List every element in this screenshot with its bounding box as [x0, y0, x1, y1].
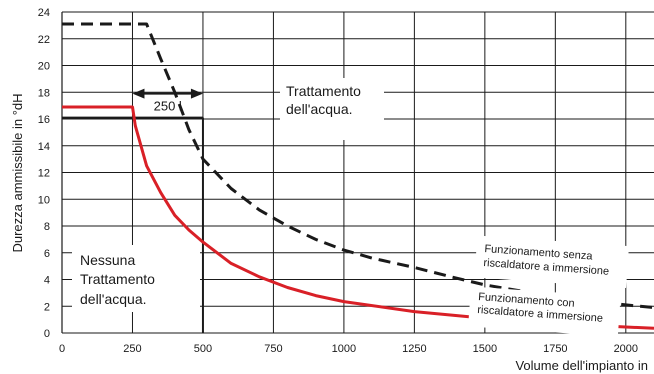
- curve-label-without-backdrop: [474, 235, 629, 288]
- dimension-arrow-left: [132, 88, 145, 99]
- y-tick-label: 20: [38, 61, 50, 73]
- curve-label-without-heater: Funzionamento senza riscaldatore a immer…: [474, 235, 629, 288]
- x-tick-label: 1500: [473, 343, 497, 355]
- dimension-arrow-right: [190, 88, 203, 99]
- y-tick-label: 16: [38, 114, 50, 126]
- y-tick-label: 24: [38, 7, 50, 19]
- no-treatment-label-backdrop: [72, 245, 200, 312]
- y-tick-label: 10: [38, 194, 50, 206]
- treatment-label-line-2: dell'acqua.: [286, 101, 353, 117]
- x-tick-label: 2000: [614, 343, 638, 355]
- x-tick-label: 1000: [332, 343, 356, 355]
- x-tick-label: 1250: [402, 343, 426, 355]
- y-tick-label: 2: [44, 301, 50, 313]
- x-tick-label: 500: [194, 343, 212, 355]
- series-line-0: [62, 22, 654, 310]
- x-tick-label: 1750: [543, 343, 567, 355]
- y-tick-label: 6: [44, 248, 50, 260]
- y-tick-label: 14: [38, 141, 50, 153]
- annotation-layer: Trattamento dell'acqua. Nessuna Trattame…: [72, 78, 629, 337]
- y-axis-label: Durezza ammissibile in °dH: [10, 93, 25, 252]
- curve-label-with-heater: Funzionamento con riscaldatore a immersi…: [468, 286, 621, 337]
- y-tick-label: 0: [44, 328, 50, 340]
- axes: Durezza ammissibile in °dH Volume dell'i…: [10, 7, 648, 373]
- dimension-label: 250 l: [154, 99, 182, 114]
- y-tick-label: 22: [38, 34, 50, 46]
- y-tick-label: 18: [38, 87, 50, 99]
- dimension-annotation: 250 l: [132, 88, 203, 114]
- no-treatment-label-line-2: Trattamento: [80, 271, 155, 287]
- y-tick-label: 4: [44, 275, 50, 287]
- no-treatment-label-line-1: Nessuna: [80, 252, 135, 268]
- treatment-label-line-1: Trattamento: [286, 83, 361, 99]
- y-tick-label: 8: [44, 221, 50, 233]
- x-axis-label: Volume dell'impianto in: [515, 358, 648, 373]
- x-tick-label: 250: [123, 343, 141, 355]
- y-tick-label: 12: [38, 168, 50, 180]
- x-tick-label: 0: [59, 343, 65, 355]
- curve-label-with-backdrop: [468, 286, 621, 337]
- x-tick-label: 750: [264, 343, 282, 355]
- no-treatment-label-line-3: dell'acqua.: [80, 291, 147, 307]
- reference-lines: [62, 116, 204, 333]
- treatment-label-backdrop: [280, 78, 384, 140]
